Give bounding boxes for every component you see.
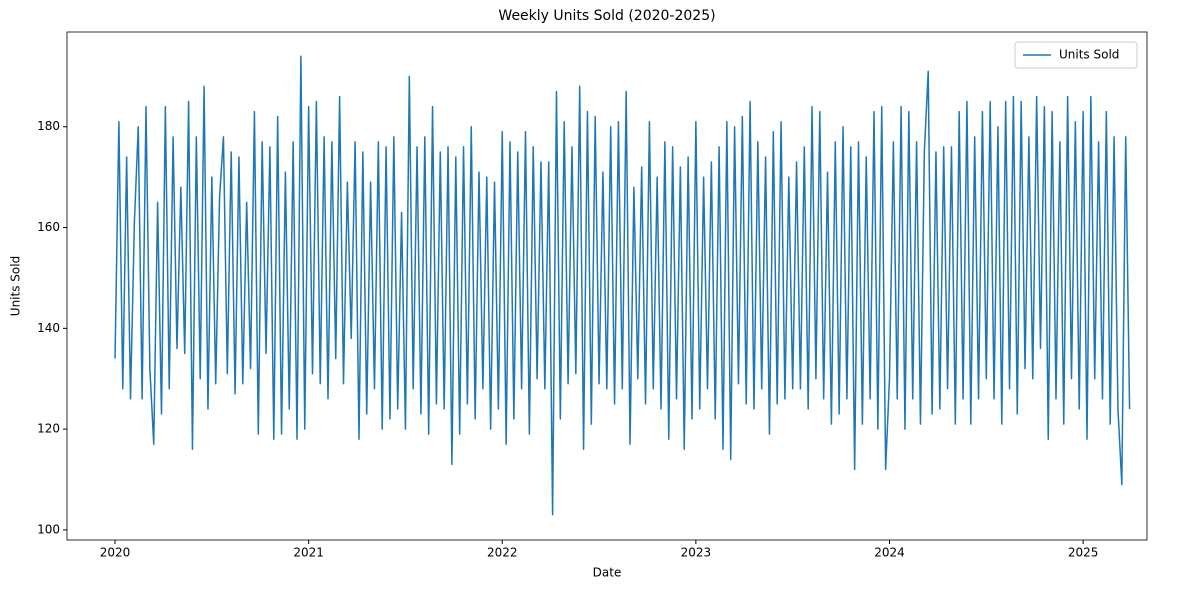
x-axis-label: Date (593, 566, 622, 580)
y-tick-label: 100 (37, 522, 60, 536)
y-axis-label: Units Sold (9, 256, 23, 316)
y-tick-label: 120 (37, 422, 60, 436)
x-tick-label: 2020 (100, 546, 131, 560)
x-tick-label: 2025 (1068, 546, 1099, 560)
y-tick-label: 160 (37, 220, 60, 234)
legend-label: Units Sold (1059, 48, 1119, 62)
x-tick-label: 2024 (874, 546, 905, 560)
chart-title: Weekly Units Sold (2020-2025) (498, 8, 715, 24)
plot-frame (66, 31, 1148, 541)
y-tick-label: 180 (37, 119, 60, 133)
x-tick-label: 2021 (293, 546, 324, 560)
y-tick-label: 140 (37, 321, 60, 335)
x-tick-label: 2023 (681, 546, 712, 560)
data-line (114, 55, 1131, 516)
legend-box (1014, 41, 1138, 69)
x-tick-label: 2022 (487, 546, 518, 560)
